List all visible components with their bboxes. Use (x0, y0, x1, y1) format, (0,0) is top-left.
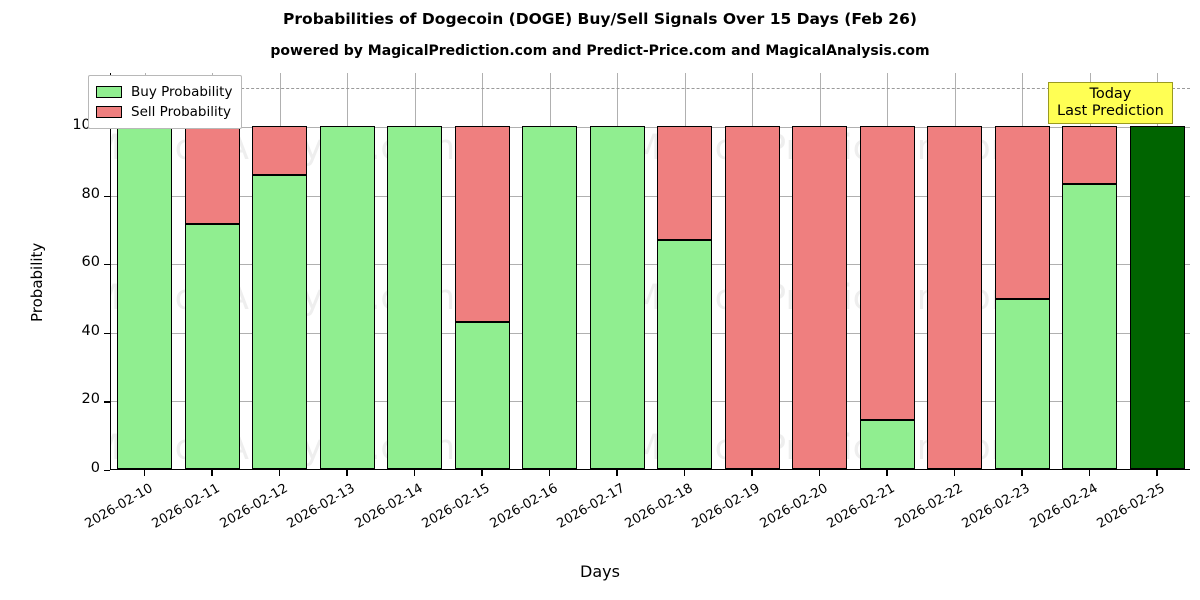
bar-segment-sell[interactable] (859, 126, 915, 420)
bar-group[interactable] (1129, 72, 1185, 469)
x-tick-mark (1021, 470, 1023, 476)
legend-label: Buy Probability (131, 84, 233, 100)
today-annotation-line1: Today (1089, 86, 1132, 102)
bar-segment-buy[interactable] (1062, 184, 1118, 469)
bar-group[interactable] (792, 72, 848, 469)
legend-item: Sell Probability (96, 102, 232, 122)
bar-segment-buy[interactable] (319, 126, 375, 469)
gridline-y-60 (111, 264, 1190, 266)
bar-segment-buy[interactable] (184, 224, 240, 469)
bar-group[interactable] (927, 72, 983, 469)
bar-group[interactable] (117, 72, 173, 469)
bar-segment-buy[interactable] (657, 240, 713, 469)
bar-segment-sell[interactable] (724, 126, 780, 469)
y-tick-label: 40 (81, 322, 100, 339)
bar-segment-buy[interactable] (589, 126, 645, 469)
chart-title: Probabilities of Dogecoin (DOGE) Buy/Sel… (283, 10, 917, 28)
legend-label: Sell Probability (131, 104, 232, 120)
y-tick-mark (104, 470, 110, 472)
x-tick-mark (481, 470, 483, 476)
x-tick-mark (886, 470, 888, 476)
bar-segment-buy[interactable] (117, 126, 173, 469)
bar-segment-buy[interactable] (522, 126, 578, 469)
bar-segment-buy[interactable] (387, 126, 443, 469)
bar-group[interactable] (994, 72, 1050, 469)
chart-subtitle: powered by MagicalPrediction.com and Pre… (270, 43, 930, 59)
bar-segment-buy[interactable] (994, 299, 1050, 469)
bar-segment-sell[interactable] (1062, 126, 1118, 185)
y-tick-label: 0 (90, 460, 100, 476)
y-tick-mark (104, 264, 110, 266)
y-tick-label: 20 (81, 391, 100, 408)
bar-segment-sell[interactable] (792, 126, 848, 469)
bar-group[interactable] (184, 72, 240, 469)
bar-group[interactable] (1062, 72, 1118, 469)
bar-segment-sell[interactable] (184, 126, 240, 225)
x-tick-mark (818, 470, 821, 476)
x-tick-mark (1088, 470, 1091, 476)
reference-dashed-line (111, 88, 1190, 89)
gridline-y-40 (111, 332, 1190, 334)
gridline-y-100 (111, 127, 1190, 128)
gridline-y-80 (111, 195, 1190, 197)
x-axis-label: Days (580, 562, 620, 581)
x-tick-mark (751, 470, 753, 476)
y-tick-label: 60 (81, 254, 100, 271)
bar-segment-buy[interactable] (859, 419, 915, 469)
legend-swatch-icon (96, 86, 122, 98)
gridline-y-20 (111, 401, 1190, 403)
x-tick-mark (548, 470, 551, 476)
legend-item: Buy Probability (96, 82, 232, 102)
x-tick-mark (953, 470, 956, 476)
y-tick-mark (104, 195, 110, 197)
y-tick-mark (104, 332, 110, 335)
plot-area: MagicalAnalysis.comMagicalPrediction.com… (110, 73, 1190, 470)
x-tick-mark (1156, 470, 1158, 476)
chart-legend: Buy Probability Sell Probability (88, 75, 243, 129)
x-tick-mark (616, 470, 618, 476)
bar-segment-today[interactable] (1129, 126, 1185, 469)
x-tick-mark (346, 470, 348, 476)
x-tick-mark (683, 470, 686, 476)
legend-swatch-icon (96, 106, 122, 118)
bar-group[interactable] (589, 72, 645, 469)
today-annotation-line2: Last Prediction (1057, 102, 1164, 119)
bar-segment-sell[interactable] (454, 126, 510, 322)
bar-segment-buy[interactable] (454, 321, 510, 469)
bar-segment-sell[interactable] (252, 126, 308, 176)
bar-group[interactable] (319, 72, 375, 469)
bar-group[interactable] (387, 72, 443, 469)
bar-segment-buy[interactable] (252, 175, 308, 469)
bar-segment-sell[interactable] (994, 126, 1050, 300)
today-annotation: Today Last Prediction (1048, 82, 1173, 125)
bar-segment-sell[interactable] (657, 126, 713, 241)
bar-segment-sell[interactable] (927, 126, 983, 469)
x-tick-mark (278, 470, 281, 476)
x-tick-mark (211, 470, 213, 476)
bar-group[interactable] (859, 72, 915, 469)
y-tick-mark (104, 401, 110, 403)
bar-group[interactable] (454, 72, 510, 469)
y-tick-label: 80 (81, 185, 100, 202)
bars-layer (111, 73, 1190, 469)
bar-group[interactable] (252, 72, 308, 469)
bar-group[interactable] (724, 72, 780, 469)
bar-group[interactable] (657, 72, 713, 469)
x-tick-mark (413, 470, 416, 476)
x-tick-mark (143, 470, 146, 476)
bar-group[interactable] (522, 72, 578, 469)
